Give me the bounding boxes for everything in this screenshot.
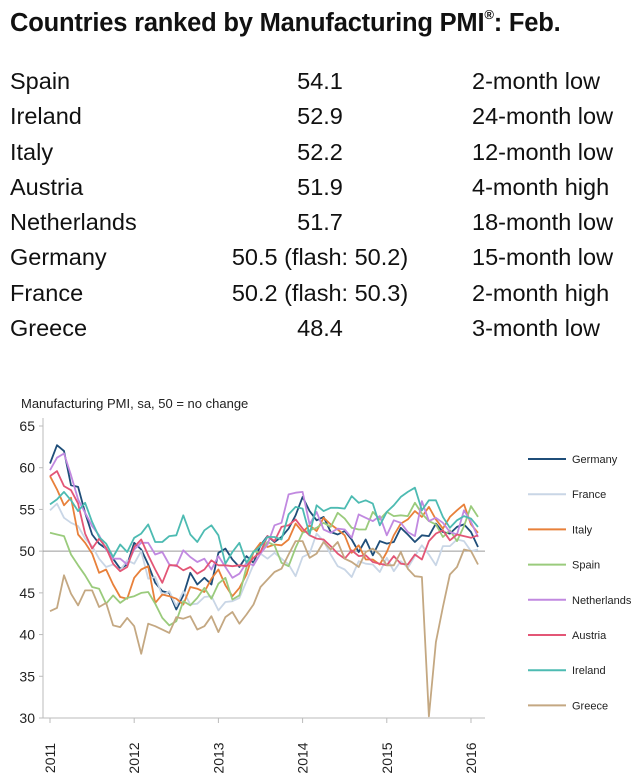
x-tick-label: 2012 xyxy=(126,742,142,773)
y-tick-label: 60 xyxy=(19,460,35,476)
trend-note: 2-month low xyxy=(472,68,600,94)
y-tick-label: 40 xyxy=(19,627,35,643)
trend-note: 4-month high xyxy=(472,173,610,200)
ranking-row: Germany 50.5 (flash: 50.2) 15-month low xyxy=(10,240,640,275)
pmi-value: 54.1 xyxy=(297,68,343,94)
trend-note: 18-month low xyxy=(472,209,614,236)
page-title: Countries ranked by Manufacturing PMI®: … xyxy=(10,7,561,38)
ranking-row: Italy 52.2 12-month low xyxy=(10,135,640,170)
trend-note: 15-month low xyxy=(472,244,614,271)
registered-mark: ® xyxy=(484,7,494,22)
pmi-line-chart: Manufacturing PMI, sa, 50 = no change 30 3… xyxy=(19,396,632,774)
trend-note: 2-month high xyxy=(472,279,610,306)
title-suffix: : Feb. xyxy=(493,9,561,37)
ranking-row: Austria 51.9 4-month high xyxy=(10,170,640,205)
x-tick-label: 2014 xyxy=(295,742,311,773)
ranking-row: Greece 48.4 3-month low xyxy=(10,311,640,346)
ranking-row: Ireland 52.9 24-month low xyxy=(10,99,640,134)
y-tick-label: 30 xyxy=(19,710,35,726)
country-name: Greece xyxy=(10,315,88,342)
ranking-table: Spain 54.1 2-month low Ireland 52.9 24-month … xyxy=(10,64,640,346)
y-tick-label: 45 xyxy=(19,585,35,601)
country-name: France xyxy=(10,279,84,306)
country-name: Spain xyxy=(10,68,71,94)
title-main: Countries ranked by Manufacturing PMI xyxy=(10,9,485,37)
pmi-value: 52.9 xyxy=(297,103,343,130)
ranking-row: France 50.2 (flash: 50.3) 2-month high xyxy=(10,276,640,311)
pmi-value: 51.9 xyxy=(297,173,343,200)
chart-title: Manufacturing PMI, sa, 50 = no change xyxy=(21,396,248,411)
pmi-value: 50.2 (flash: 50.3) xyxy=(231,279,409,306)
country-name: Austria xyxy=(10,173,84,200)
series-line-ireland xyxy=(49,486,479,565)
pmi-value: 50.5 (flash: 50.2) xyxy=(231,244,409,271)
x-tick-label: 2013 xyxy=(210,742,226,773)
ranking-row: Netherlands 51.7 18-month low xyxy=(10,205,640,240)
legend-label: Italy xyxy=(572,524,593,536)
legend-label: Netherlands xyxy=(572,595,632,607)
legend-label: Greece xyxy=(572,700,608,712)
ranking-row: Spain 54.1 2-month low xyxy=(10,64,640,99)
y-tick-label: 65 xyxy=(19,418,35,434)
x-tick-label: 2011 xyxy=(42,743,58,773)
y-tick-label: 55 xyxy=(19,501,35,517)
country-name: Ireland xyxy=(10,103,82,130)
legend-label: Austria xyxy=(572,630,607,642)
series-line-spain xyxy=(49,501,479,627)
x-tick-label: 2015 xyxy=(379,742,395,773)
trend-note: 12-month low xyxy=(472,138,614,165)
series-line-greece xyxy=(49,540,479,718)
country-name: Germany xyxy=(10,244,107,271)
country-name: Netherlands xyxy=(10,209,137,236)
pmi-value: 51.7 xyxy=(297,209,343,236)
pmi-value: 48.4 xyxy=(297,315,343,342)
legend-label: France xyxy=(572,489,606,501)
legend-label: Germany xyxy=(572,454,618,466)
country-name: Italy xyxy=(10,138,54,165)
pmi-value: 52.2 xyxy=(297,138,343,165)
trend-note: 3-month low xyxy=(472,315,600,342)
legend-label: Spain xyxy=(572,560,600,572)
y-tick-label: 35 xyxy=(19,668,35,684)
trend-note: 24-month low xyxy=(472,103,614,130)
series-line-netherlands xyxy=(49,452,479,579)
legend-label: Ireland xyxy=(572,665,606,677)
x-tick-label: 2016 xyxy=(463,742,479,773)
y-tick-label: 50 xyxy=(19,543,35,559)
